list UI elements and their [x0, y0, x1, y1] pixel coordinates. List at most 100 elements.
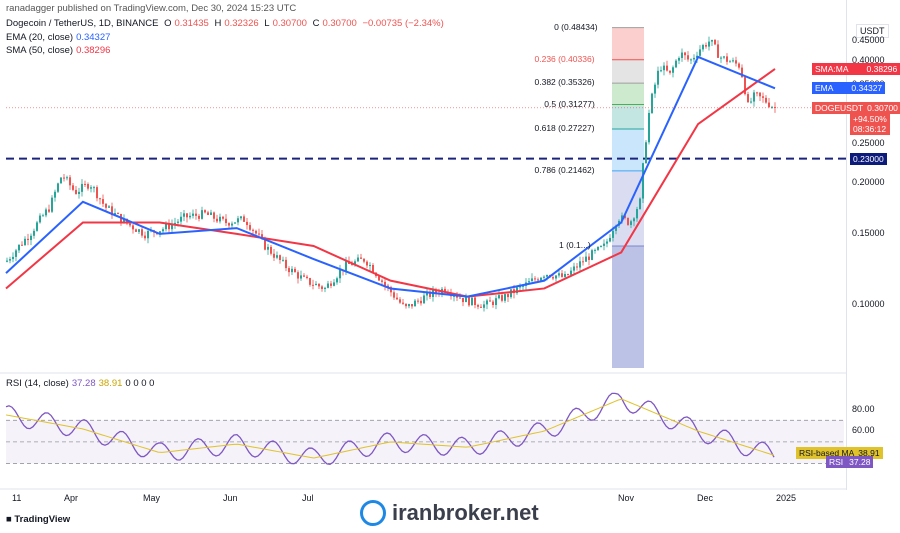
candle-body	[102, 199, 104, 204]
candle-body	[282, 259, 284, 261]
candle-body	[24, 238, 26, 246]
candle-body	[588, 256, 590, 260]
candle-body	[612, 230, 614, 238]
candle-body	[543, 276, 545, 278]
candle-body	[771, 106, 773, 108]
candle-body	[183, 213, 185, 217]
candle-body	[12, 256, 14, 260]
candle-body	[222, 216, 224, 219]
candle-body	[609, 237, 611, 242]
candle-body	[78, 191, 80, 194]
candle-body	[267, 246, 269, 250]
candle-body	[144, 235, 146, 239]
candle-body	[495, 298, 497, 306]
high-value: 0.32326	[224, 18, 259, 29]
candle-body	[660, 70, 662, 72]
candle-body	[717, 44, 719, 58]
candle-body	[333, 282, 335, 286]
candle-body	[192, 213, 194, 216]
candle-body	[363, 258, 365, 262]
candle-body	[186, 213, 188, 218]
candle-body	[213, 212, 215, 219]
candle-body	[300, 275, 302, 279]
candle-body	[762, 96, 764, 98]
candle-body	[522, 285, 524, 287]
candle-body	[558, 273, 560, 276]
price-axis[interactable]	[846, 0, 900, 490]
candle-body	[339, 269, 341, 279]
candle-body	[534, 278, 536, 280]
fib-label-4: 0.618 (0.27227)	[534, 122, 595, 133]
candle-body	[372, 264, 374, 273]
candle-body	[633, 218, 635, 222]
candle-body	[507, 294, 509, 298]
candle-body	[774, 106, 776, 108]
price-tick: 0.25000	[852, 137, 885, 148]
candle-body	[456, 295, 458, 298]
candle-body	[486, 300, 488, 305]
candle-body	[636, 209, 638, 219]
candle-body	[606, 241, 608, 244]
candle-body	[75, 189, 77, 194]
fib-zone-2	[612, 83, 644, 105]
candle-body	[249, 225, 251, 230]
candle-body	[765, 97, 767, 103]
candle-body	[351, 263, 353, 266]
candle-body	[708, 41, 710, 47]
candle-body	[531, 278, 533, 282]
candle-body	[429, 291, 431, 297]
support-badge: 0.23000	[850, 152, 887, 165]
candle-body	[669, 70, 671, 73]
candle-body	[732, 60, 734, 62]
candle-body	[258, 233, 260, 235]
candle-body	[90, 187, 92, 189]
candle-body	[15, 250, 17, 257]
candle-body	[54, 191, 56, 198]
fib-label-6: 1 (0.1...)	[559, 240, 591, 251]
candle-body	[444, 288, 446, 293]
publisher-line: ranadagger published on TradingView.com,…	[6, 3, 297, 14]
candle-body	[105, 203, 107, 208]
ema-line	[5, 55, 776, 298]
candle-body	[489, 300, 491, 302]
candle-body	[279, 255, 281, 261]
rsi-line	[5, 392, 775, 465]
candle-body	[420, 300, 422, 304]
candle-body	[141, 229, 143, 236]
candle-body	[453, 295, 455, 297]
candle-body	[465, 297, 467, 303]
candle-body	[639, 198, 641, 210]
candle-body	[696, 55, 698, 58]
candle-body	[216, 218, 218, 222]
close-value: 0.30700	[322, 18, 357, 29]
candle-body	[597, 246, 599, 250]
candle-body	[594, 249, 596, 251]
price-tick: 0.40000	[852, 55, 885, 66]
candle-body	[498, 295, 500, 299]
candle-body	[759, 92, 761, 97]
candle-body	[393, 292, 395, 298]
candle-body	[42, 215, 44, 217]
candle-body	[501, 295, 503, 301]
currency-label[interactable]: USDT	[856, 24, 889, 38]
candle-body	[306, 276, 308, 279]
candle-body	[402, 302, 404, 304]
symbol-name: Dogecoin / TetherUS, 1D, BINANCE	[6, 18, 159, 29]
candle-body	[600, 245, 602, 247]
candle-body	[18, 244, 20, 251]
candle-body	[663, 65, 665, 71]
candle-body	[129, 223, 131, 226]
candle-body	[36, 222, 38, 231]
candle-body	[108, 206, 110, 208]
candle-body	[738, 63, 740, 68]
candle-body	[666, 65, 668, 71]
x-tick: Jun	[223, 493, 238, 503]
candle-body	[705, 45, 707, 47]
candle-body	[9, 259, 11, 261]
candle-body	[756, 92, 758, 94]
candle-body	[291, 268, 293, 273]
candle-body	[72, 185, 74, 190]
candle-body	[390, 287, 392, 293]
candle-body	[360, 257, 362, 259]
